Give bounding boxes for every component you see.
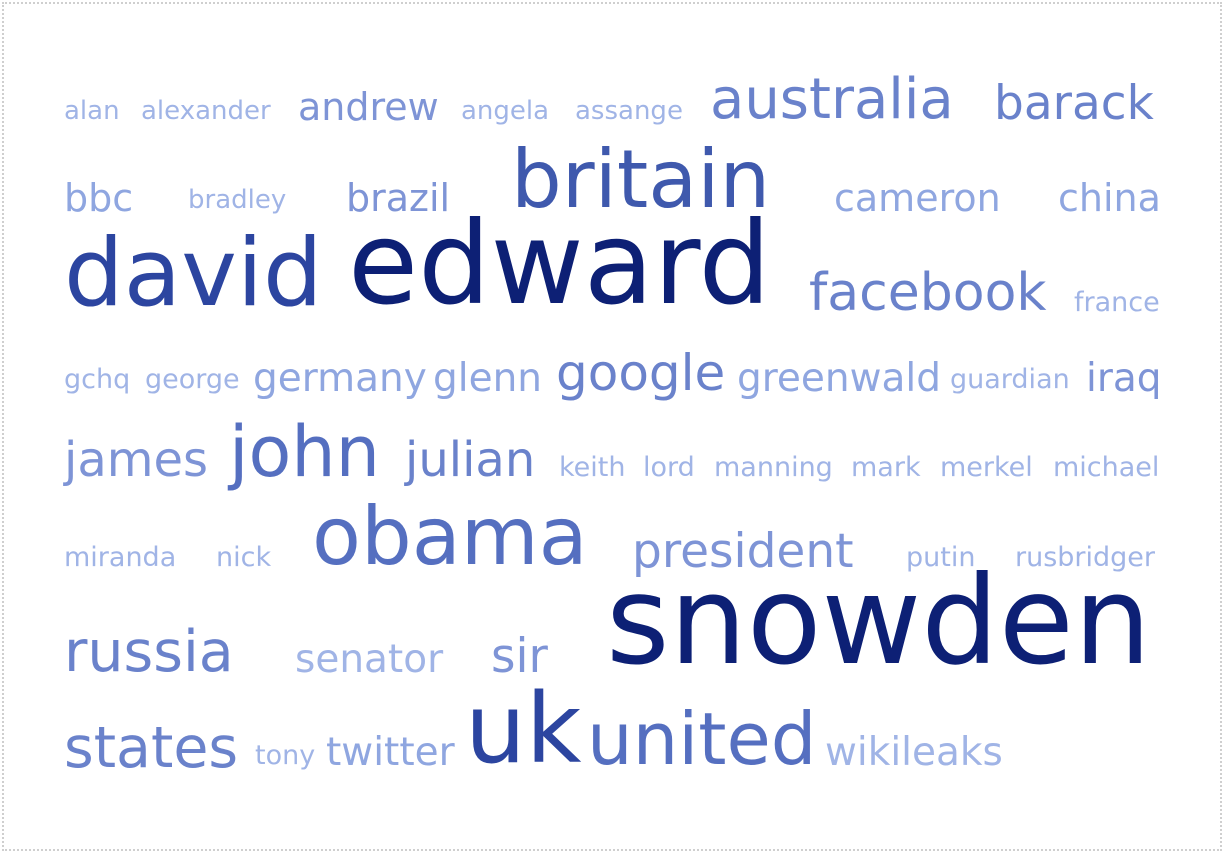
word-david[interactable]: david bbox=[64, 219, 323, 328]
word-julian[interactable]: julian bbox=[405, 432, 536, 488]
word-putin[interactable]: putin bbox=[906, 542, 976, 573]
word-rusbridger[interactable]: rusbridger bbox=[1015, 542, 1156, 573]
word-brazil[interactable]: brazil bbox=[346, 176, 451, 220]
word-alexander[interactable]: alexander bbox=[141, 96, 271, 126]
word-michael[interactable]: michael bbox=[1053, 452, 1160, 483]
word-guardian[interactable]: guardian bbox=[950, 364, 1070, 395]
word-barack[interactable]: barack bbox=[994, 76, 1154, 131]
word-miranda[interactable]: miranda bbox=[64, 542, 177, 573]
word-lord[interactable]: lord bbox=[643, 452, 695, 483]
word-keith[interactable]: keith bbox=[559, 452, 626, 483]
word-merkel[interactable]: merkel bbox=[940, 452, 1033, 483]
word-wikileaks[interactable]: wikileaks bbox=[825, 730, 1003, 775]
word-greenwald[interactable]: greenwald bbox=[737, 356, 942, 401]
word-australia[interactable]: australia bbox=[710, 67, 954, 132]
word-cameron[interactable]: cameron bbox=[834, 176, 1001, 220]
word-angela[interactable]: angela bbox=[461, 96, 550, 126]
word-china[interactable]: china bbox=[1058, 176, 1161, 220]
word-russia[interactable]: russia bbox=[64, 619, 234, 685]
word-obama[interactable]: obama bbox=[312, 490, 588, 583]
word-twitter[interactable]: twitter bbox=[326, 730, 455, 775]
word-iraq[interactable]: iraq bbox=[1086, 356, 1162, 401]
word-gchq[interactable]: gchq bbox=[64, 364, 131, 395]
word-andrew[interactable]: andrew bbox=[298, 85, 439, 129]
word-uk[interactable]: uk bbox=[465, 673, 582, 785]
word-president[interactable]: president bbox=[632, 524, 854, 579]
word-united[interactable]: united bbox=[587, 697, 817, 781]
word-nick[interactable]: nick bbox=[216, 542, 272, 573]
word-edward[interactable]: edward bbox=[348, 197, 771, 330]
word-bbc[interactable]: bbc bbox=[64, 176, 134, 220]
word-germany[interactable]: germany bbox=[253, 356, 427, 401]
word-bradley[interactable]: bradley bbox=[188, 185, 287, 215]
word-glenn[interactable]: glenn bbox=[433, 356, 543, 401]
word-britain[interactable]: britain bbox=[511, 133, 771, 226]
word-manning[interactable]: manning bbox=[714, 452, 833, 483]
word-tony[interactable]: tony bbox=[255, 740, 316, 771]
word-george[interactable]: george bbox=[145, 364, 240, 395]
word-snowden[interactable]: snowden bbox=[606, 550, 1152, 692]
word-sir[interactable]: sir bbox=[491, 629, 548, 684]
word-john[interactable]: john bbox=[229, 411, 381, 493]
word-alan[interactable]: alan bbox=[64, 96, 120, 126]
word-facebook[interactable]: facebook bbox=[809, 263, 1047, 323]
word-senator[interactable]: senator bbox=[295, 637, 444, 682]
word-assange[interactable]: assange bbox=[575, 96, 683, 126]
word-james[interactable]: james bbox=[64, 432, 209, 488]
word-france[interactable]: france bbox=[1074, 287, 1160, 318]
word-google[interactable]: google bbox=[556, 344, 726, 402]
word-mark[interactable]: mark bbox=[851, 452, 921, 483]
word-states[interactable]: states bbox=[64, 715, 239, 781]
